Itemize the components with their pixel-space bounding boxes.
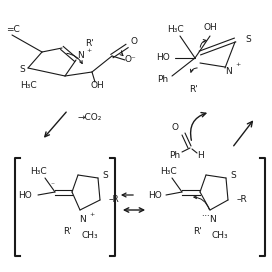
- Text: –R: –R: [109, 196, 119, 205]
- Text: CH₃: CH₃: [82, 231, 98, 240]
- Text: HO: HO: [148, 190, 162, 199]
- Text: R': R': [188, 85, 197, 94]
- Text: ⁻: ⁻: [50, 181, 54, 190]
- Text: –R: –R: [237, 196, 247, 205]
- Text: H₃C: H₃C: [30, 168, 46, 177]
- Text: CH₃: CH₃: [212, 231, 228, 240]
- Text: ⋯: ⋯: [201, 212, 209, 221]
- Text: N: N: [209, 215, 215, 224]
- Text: H: H: [197, 150, 203, 159]
- Text: Ph: Ph: [157, 76, 169, 85]
- Text: N: N: [79, 215, 85, 224]
- Text: HO: HO: [156, 54, 170, 63]
- Text: R': R': [194, 227, 202, 236]
- Text: H₃C: H₃C: [20, 81, 36, 89]
- Text: R': R': [64, 227, 72, 236]
- Text: =C: =C: [6, 24, 20, 33]
- Text: N: N: [78, 51, 84, 60]
- Text: R': R': [86, 39, 94, 48]
- Text: HO: HO: [18, 190, 32, 199]
- Text: +: +: [89, 212, 95, 217]
- Text: N: N: [225, 67, 231, 76]
- Text: S: S: [19, 66, 25, 75]
- Text: OH: OH: [90, 82, 104, 91]
- Text: O: O: [131, 38, 138, 47]
- Text: +: +: [235, 61, 241, 66]
- Text: OH: OH: [203, 23, 217, 32]
- Text: H₃C: H₃C: [167, 26, 183, 35]
- Text: →CO₂: →CO₂: [78, 113, 102, 122]
- Text: +: +: [86, 48, 92, 54]
- Text: O: O: [172, 123, 178, 132]
- Text: S: S: [245, 36, 251, 45]
- Text: O⁻: O⁻: [124, 55, 136, 64]
- Text: S: S: [102, 171, 108, 180]
- Text: H₃C: H₃C: [160, 168, 176, 177]
- Text: S: S: [230, 171, 236, 180]
- Text: Ph: Ph: [169, 150, 180, 159]
